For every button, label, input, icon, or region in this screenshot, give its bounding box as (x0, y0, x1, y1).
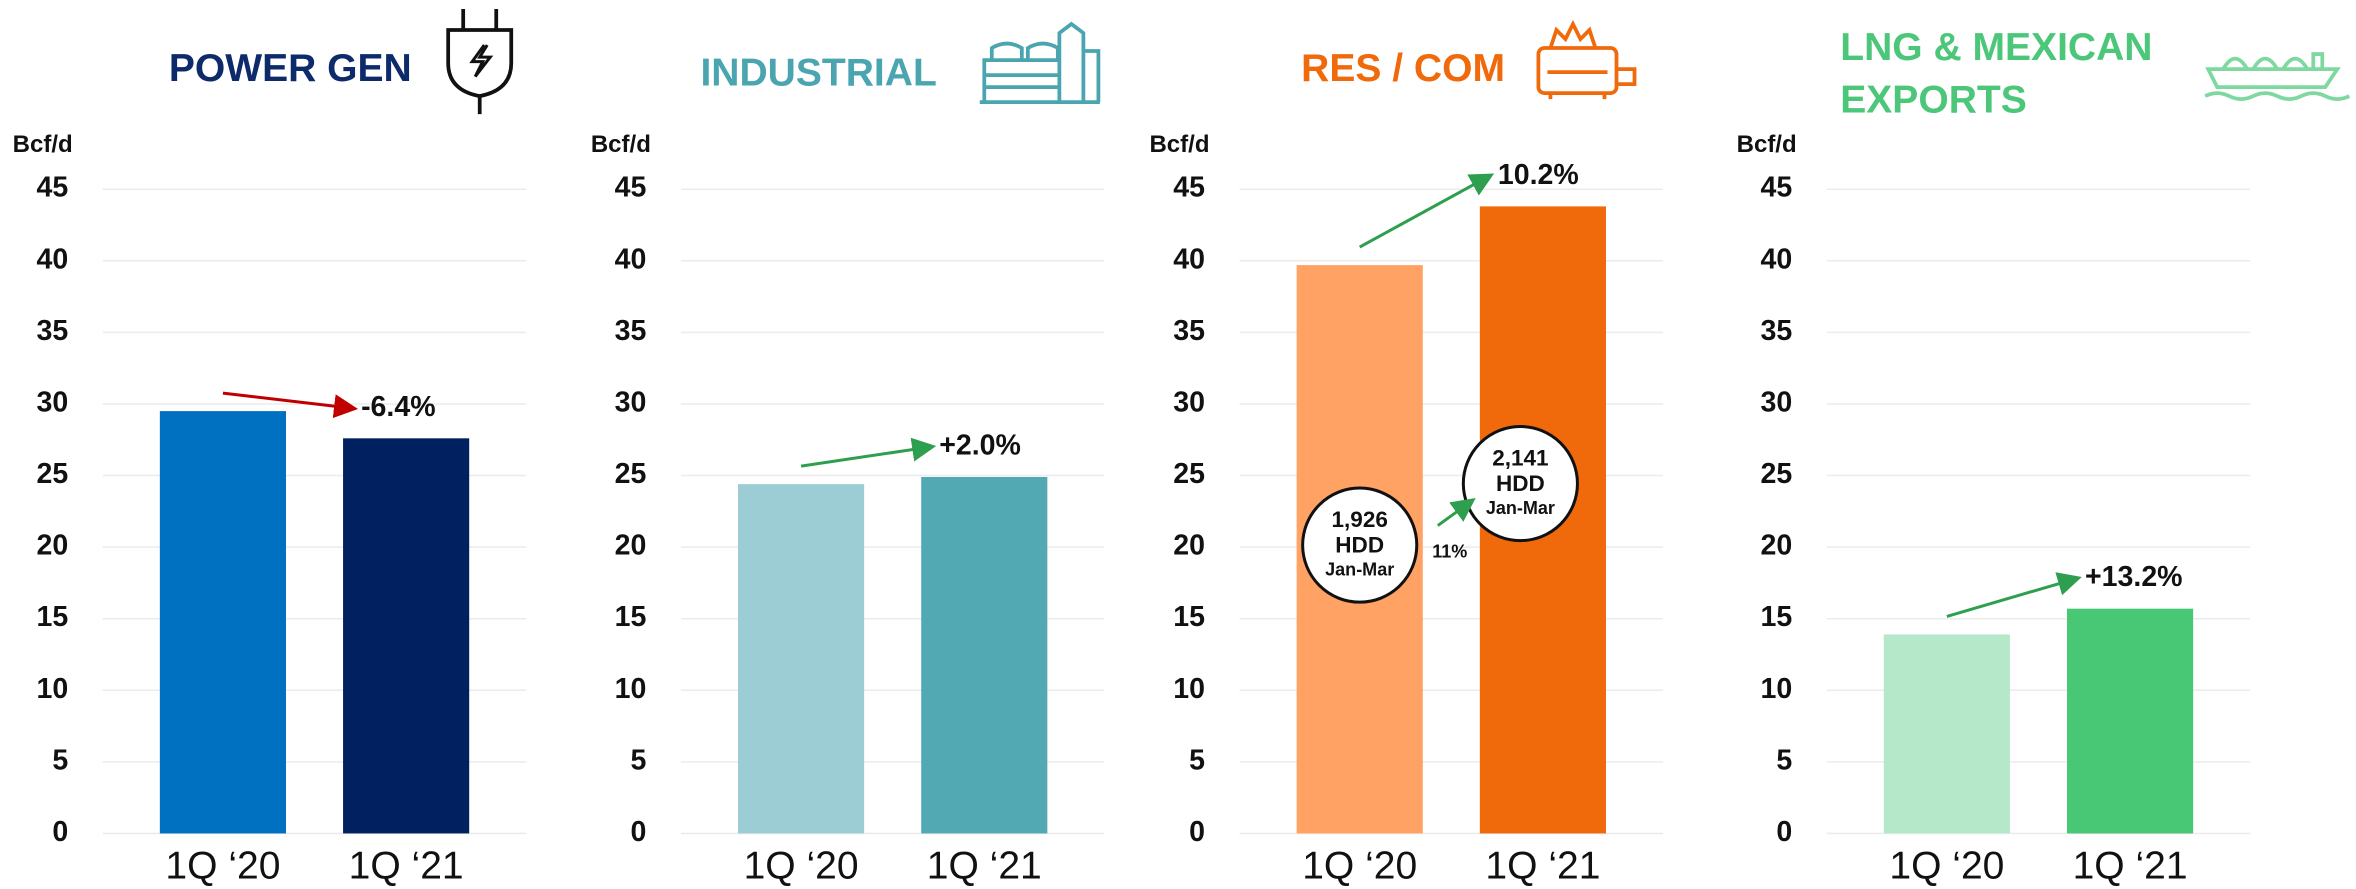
x-tick-label: 1Q ‘21 (2073, 844, 2188, 887)
y-axis-label: Bcf/d (13, 131, 73, 158)
change-label: 10.2% (1498, 159, 1579, 191)
y-tick-label: 25 (1760, 458, 1792, 490)
y-tick-label: 10 (1173, 673, 1205, 705)
y-tick-label: 5 (1189, 744, 1205, 776)
y-tick-label: 15 (615, 601, 647, 633)
y-tick-label: 25 (615, 458, 647, 490)
hdd-arrow (1436, 498, 1476, 527)
hdd-period: Jan-Mar (1486, 498, 1555, 518)
y-tick-label: 35 (1760, 315, 1792, 347)
x-tick-label: 1Q ‘21 (927, 844, 1042, 887)
change-label: +2.0% (939, 429, 1021, 461)
bar (2067, 608, 2194, 834)
chart-title: POWER GEN (169, 47, 412, 90)
y-tick-label: 10 (1760, 673, 1792, 705)
y-tick-label: 0 (52, 816, 68, 848)
hdd-unit: HDD (1496, 471, 1545, 496)
hdd-circle (1461, 424, 1579, 543)
change-label: +13.2% (2085, 561, 2183, 593)
y-tick-label: 30 (37, 386, 69, 418)
x-tick-label: 1Q ‘21 (1485, 844, 1600, 887)
y-tick-label: 0 (1189, 816, 1205, 848)
y-tick-label: 40 (37, 243, 69, 275)
change-label: -6.4% (361, 391, 436, 423)
hdd-circle (1301, 486, 1419, 604)
y-axis-label: Bcf/d (591, 131, 651, 158)
y-tick-label: 5 (631, 744, 647, 776)
y-tick-label: 40 (1760, 243, 1792, 275)
y-tick-label: 25 (1173, 458, 1205, 490)
change-arrow (222, 391, 359, 419)
y-tick-label: 0 (1776, 816, 1792, 848)
y-tick-label: 35 (37, 315, 69, 347)
y-tick-label: 30 (615, 386, 647, 418)
x-tick-label: 1Q ‘20 (744, 844, 859, 887)
y-tick-label: 40 (1173, 243, 1205, 275)
bar (921, 476, 1048, 834)
y-tick-label: 45 (37, 172, 69, 204)
y-tick-label: 35 (615, 315, 647, 347)
hdd-value: 1,926 (1332, 507, 1388, 532)
chart-title: INDUSTRIAL (700, 51, 936, 94)
y-tick-label: 20 (37, 530, 69, 562)
x-tick-label: 1Q ‘20 (165, 844, 280, 887)
change-arrow (800, 437, 937, 468)
hdd-change: 11% (1432, 541, 1467, 561)
y-tick-label: 15 (1760, 601, 1792, 633)
ship-icon (2204, 52, 2351, 101)
heater-icon (1536, 19, 1637, 100)
y-tick-label: 0 (631, 816, 647, 848)
y-tick-label: 10 (615, 673, 647, 705)
y-tick-label: 5 (52, 744, 68, 776)
y-tick-label: 20 (1173, 530, 1205, 562)
bar (738, 484, 865, 834)
y-tick-label: 15 (37, 601, 69, 633)
change-arrow (1946, 572, 2082, 618)
chart-title: LNG & MEXICAN (1840, 26, 2152, 69)
y-tick-label: 5 (1776, 744, 1792, 776)
chart-title: EXPORTS (1840, 78, 2027, 121)
y-tick-label: 35 (1173, 315, 1205, 347)
factory-icon (979, 21, 1101, 104)
y-tick-label: 45 (1760, 172, 1792, 204)
x-tick-label: 1Q ‘21 (349, 844, 464, 887)
plug-icon (446, 9, 514, 115)
x-tick-label: 1Q ‘20 (1302, 844, 1417, 887)
y-tick-label: 40 (615, 243, 647, 275)
y-tick-label: 20 (615, 530, 647, 562)
x-tick-label: 1Q ‘20 (1889, 844, 2004, 887)
y-axis-label: Bcf/d (1149, 131, 1209, 158)
y-tick-label: 45 (615, 172, 647, 204)
bar (343, 438, 470, 834)
y-tick-label: 20 (1760, 530, 1792, 562)
bar (1883, 634, 2010, 834)
change-arrow (1358, 173, 1495, 249)
bar (159, 411, 286, 834)
y-tick-label: 45 (1173, 172, 1205, 204)
y-tick-label: 10 (37, 673, 69, 705)
chart-title: RES / COM (1301, 47, 1505, 90)
hdd-unit: HDD (1335, 533, 1384, 558)
y-tick-label: 30 (1760, 386, 1792, 418)
y-tick-label: 25 (37, 458, 69, 490)
y-tick-label: 30 (1173, 386, 1205, 418)
y-tick-label: 15 (1173, 601, 1205, 633)
hdd-value: 2,141 (1492, 445, 1548, 470)
y-axis-label: Bcf/d (1737, 131, 1797, 158)
hdd-period: Jan-Mar (1325, 559, 1394, 579)
